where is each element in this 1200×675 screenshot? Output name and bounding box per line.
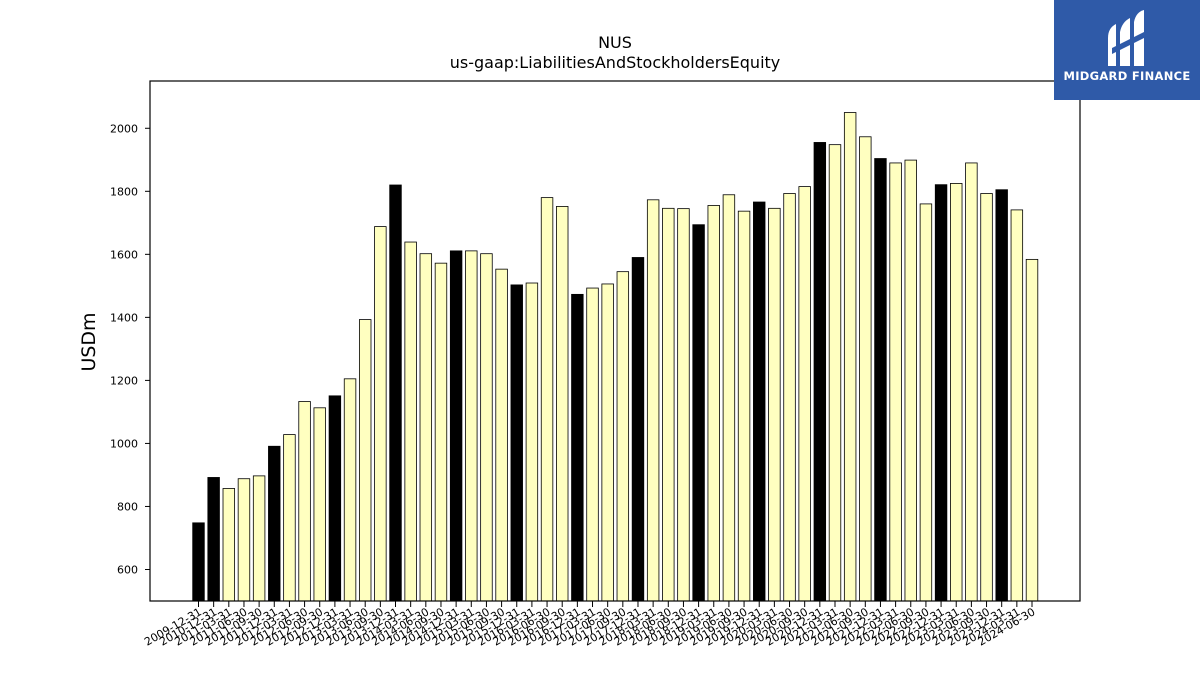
bar-2017-06-30: [601, 283, 614, 602]
bar-2013-03-31: [343, 378, 357, 602]
bar-2022-06-30: [904, 159, 917, 602]
bar-2013-12-31: [389, 184, 402, 602]
bar-2018-03-31: [646, 199, 660, 602]
bar-2011-06-30: [237, 478, 251, 602]
bars-group: [192, 112, 1039, 602]
bar-2016-06-30: [540, 197, 554, 602]
bar-2014-12-31: [449, 250, 463, 602]
bar-2022-03-31: [889, 162, 902, 602]
bar-2020-09-30: [798, 186, 811, 602]
bar-2021-03-31: [828, 144, 842, 602]
bar-2012-12-31: [328, 395, 342, 602]
bar-2022-09-30: [919, 203, 933, 602]
y-tick-label: 1400: [110, 311, 138, 324]
bar-2018-06-30: [662, 207, 675, 602]
bar-2023-06-30: [965, 162, 978, 602]
bar-2016-09-30: [556, 206, 569, 602]
bar-2013-06-30: [358, 319, 372, 602]
y-tick-label: 1000: [110, 437, 138, 450]
bar-2020-06-30: [783, 193, 796, 602]
y-axis: 600 800 1000 1200 1400 1600 1800 2000: [110, 122, 150, 576]
bar-2019-03-31: [707, 205, 720, 602]
x-axis: 2009-12-312010-12-312011-03-312011-06-30…: [142, 601, 1038, 649]
bar-2012-06-30: [298, 401, 311, 602]
bar-2019-06-30: [722, 194, 736, 602]
brand-name: MIDGARD FINANCE: [1063, 69, 1191, 83]
bar-2022-12-31: [934, 184, 948, 602]
bar-2011-09-30: [252, 475, 266, 602]
bar-2021-12-31: [874, 158, 887, 602]
y-tick-label: 800: [117, 500, 138, 513]
bar-2020-12-31: [813, 142, 827, 602]
bar-2011-03-31: [222, 488, 236, 602]
bar-2024-06-30: [1025, 258, 1039, 602]
bar-2013-09-30: [374, 226, 387, 602]
bar-2009-12-31: [192, 522, 205, 602]
bar-2016-03-31: [525, 282, 539, 602]
bar-2014-09-30: [434, 262, 448, 602]
bar-2016-12-31: [571, 293, 584, 602]
bar-2021-06-30: [843, 112, 857, 602]
bar-2015-12-31: [510, 284, 523, 602]
bar-2021-09-30: [859, 136, 872, 602]
bar-2017-09-30: [616, 271, 630, 602]
bar-2012-09-30: [313, 407, 326, 602]
bar-2015-06-30: [480, 253, 493, 602]
bar-2023-12-31: [995, 189, 1008, 602]
chart-subtitle: us-gaap:LiabilitiesAndStockholdersEquity: [450, 53, 781, 72]
bar-2015-09-30: [495, 268, 508, 602]
midgard-finance-logo-icon: [1108, 10, 1148, 66]
plot-frame: [149, 80, 1081, 602]
bar-2014-06-30: [419, 253, 433, 602]
bar-2015-03-31: [465, 250, 478, 602]
bar-2019-12-31: [753, 201, 766, 602]
bar-2019-09-30: [737, 210, 751, 602]
bar-2023-03-31: [950, 183, 963, 602]
bar-2024-03-31: [1010, 209, 1024, 602]
bar-2014-03-31: [404, 241, 417, 602]
bar-2020-03-31: [768, 207, 781, 602]
bar-2018-12-31: [692, 224, 705, 602]
bar-2011-12-31: [268, 445, 281, 602]
bar-2023-09-30: [980, 193, 993, 602]
y-tick-label: 2000: [110, 122, 138, 135]
y-axis-label: USDm: [78, 312, 100, 371]
y-tick-label: 1200: [110, 374, 138, 387]
bar-2018-09-30: [677, 208, 690, 602]
chart-title: NUS: [598, 33, 632, 52]
bar-2017-12-31: [631, 257, 645, 602]
bar-2012-03-31: [283, 434, 296, 602]
y-tick-label: 600: [117, 563, 138, 576]
bar-2010-12-31: [207, 477, 220, 602]
bar-2017-03-31: [586, 287, 599, 602]
y-tick-label: 1600: [110, 248, 138, 261]
brand-logo: MIDGARD FINANCE: [1054, 0, 1200, 100]
y-tick-label: 1800: [110, 185, 138, 198]
